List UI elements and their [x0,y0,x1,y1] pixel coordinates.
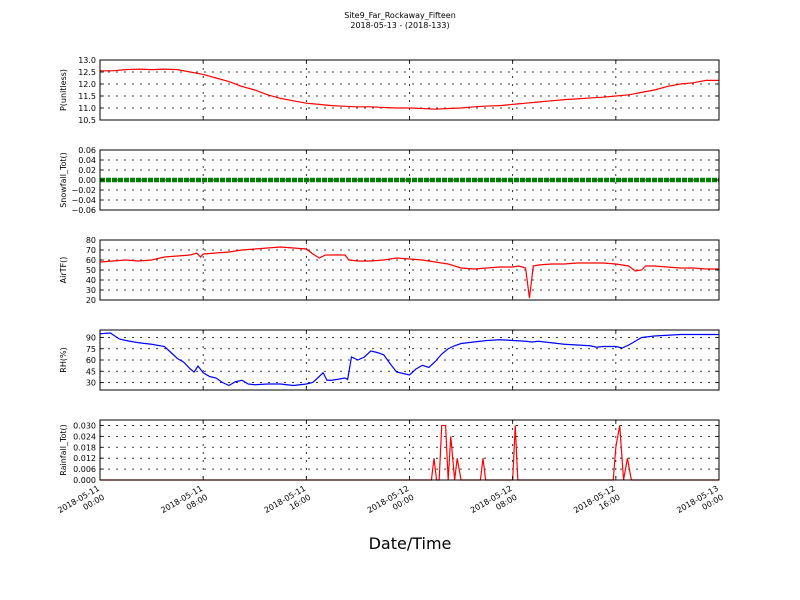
xtick-label-1: 2018-05-1108:00 [159,484,209,524]
panel4-ytick-label-1: 45 [86,367,96,376]
xtick-label-2: 2018-05-1116:00 [263,484,313,524]
panel3-ylabel: AirTF() [59,257,68,284]
panel2-ytick-label-2: −0.02 [71,186,96,195]
panel3-series-line [99,246,719,299]
panel2-ytick-label-6: 0.06 [78,146,96,155]
panel2-ylabel: Snowfall_Tot() [59,152,68,208]
panel1-ytick-label-3: 12.0 [78,80,96,89]
panel5-ytick-label-4: 0.024 [73,432,96,441]
panel2-ytick-label-3: 0.00 [78,176,96,185]
panel3-ytick-label-0: 20 [86,296,96,305]
panel3-ytick-label-3: 50 [86,266,96,275]
panel4-ytick-label-2: 60 [86,356,96,365]
panel2-ytick-label-1: −0.04 [71,196,96,205]
xtick-label-5: 2018-05-1216:00 [572,484,622,524]
panel2-ytick-label-5: 0.04 [78,156,96,165]
panel5-ytick-label-1: 0.006 [73,465,96,474]
panel2-ytick-label-0: −0.06 [71,206,96,215]
panel5-ytick-label-2: 0.012 [73,454,96,463]
xtick-label-4: 2018-05-1208:00 [469,484,519,524]
panel4-ytick-label-4: 90 [86,334,96,343]
panel4-series-line [99,332,719,387]
panel5-ytick-label-3: 0.018 [73,443,96,452]
panel5-ytick-label-0: 0.000 [73,476,96,485]
panel5-ylabel: Rainfall_Tot() [59,424,68,476]
panel3-ytick-label-2: 40 [86,276,96,285]
panel5-ytick-label-5: 0.030 [73,421,96,430]
panel4-ylabel: RH(%) [59,347,68,372]
panel3-ytick-label-4: 60 [86,256,96,265]
panel1-ytick-label-0: 10.5 [78,116,96,125]
panel2-ytick-label-4: 0.02 [78,166,96,175]
panel1-ylabel: P(unitless) [59,69,68,111]
panel1-ytick-label-1: 11.0 [78,104,96,113]
panel3-ytick-label-6: 80 [86,236,96,245]
panel1-ytick-label-4: 12.5 [78,68,96,77]
panel3-ytick-label-5: 70 [86,246,96,255]
xtick-label-3: 2018-05-1200:00 [366,484,416,524]
panel3-ytick-label-1: 30 [86,286,96,295]
panel1-ytick-label-5: 13.0 [78,56,96,65]
panel1-series-line [100,68,719,110]
xtick-label-0: 2018-05-1100:00 [56,484,106,524]
chart-title: Site9_Far_Rockaway_Fifteen [344,11,456,20]
chart-subtitle: 2018-05-13 - (2018-133) [350,21,450,30]
panel4-ytick-label-0: 30 [86,379,96,388]
x-axis-title: Date/Time [368,534,452,553]
xtick-label-6: 2018-05-1300:00 [675,484,725,524]
panel1-ytick-label-2: 11.5 [78,92,96,101]
panel4-ytick-label-3: 75 [86,345,96,354]
